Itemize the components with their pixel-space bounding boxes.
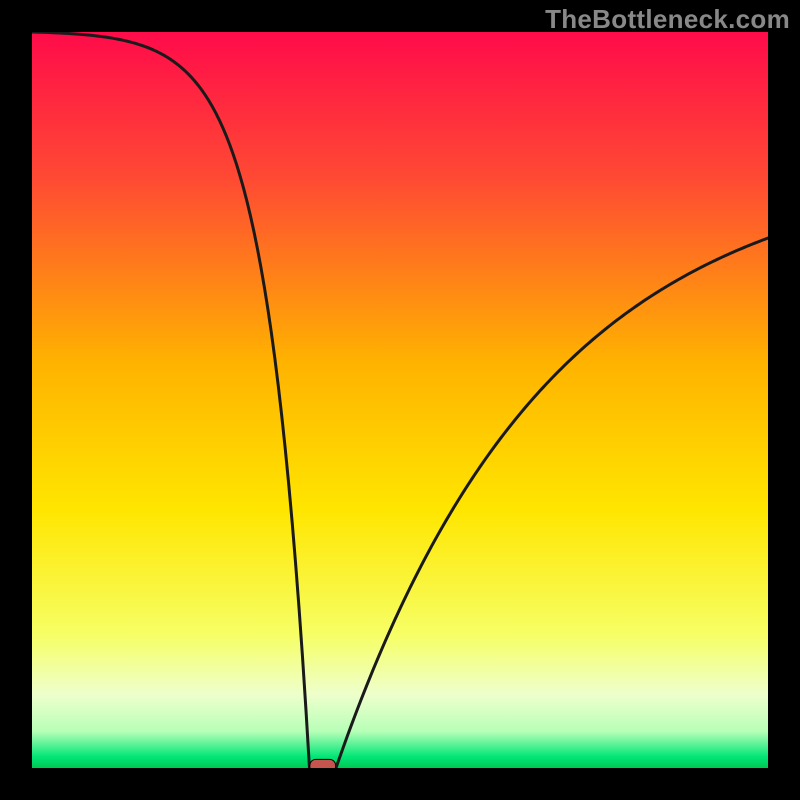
watermark-text: TheBottleneck.com xyxy=(545,4,790,35)
plot-svg xyxy=(32,32,768,768)
plot-area xyxy=(32,32,768,768)
minimum-marker xyxy=(310,759,336,768)
chart-frame: TheBottleneck.com xyxy=(0,0,800,800)
gradient-background xyxy=(32,32,768,768)
